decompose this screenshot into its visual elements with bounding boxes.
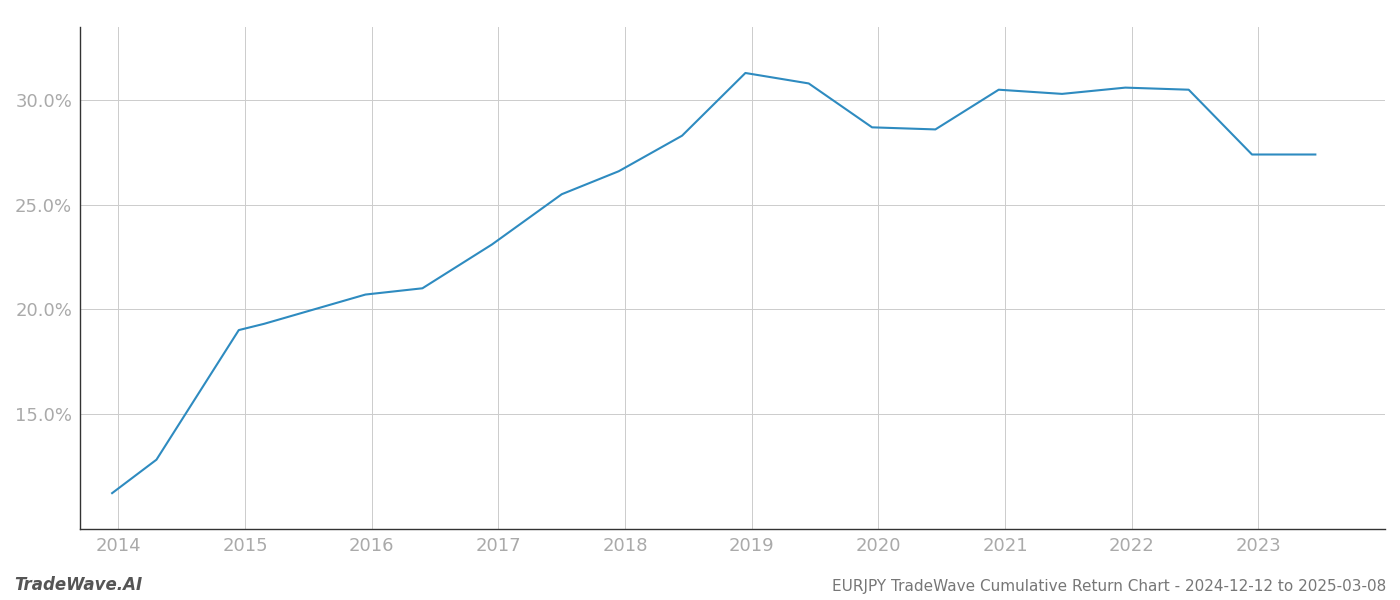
Text: EURJPY TradeWave Cumulative Return Chart - 2024-12-12 to 2025-03-08: EURJPY TradeWave Cumulative Return Chart…: [832, 579, 1386, 594]
Text: TradeWave.AI: TradeWave.AI: [14, 576, 143, 594]
